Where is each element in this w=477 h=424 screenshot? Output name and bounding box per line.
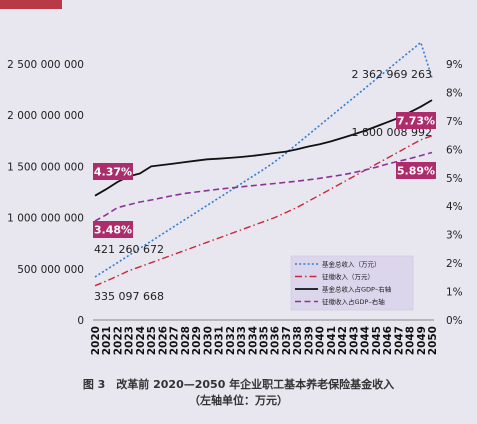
- x-tick-label: 2049: [416, 326, 428, 355]
- x-tick-label: 2028: [180, 326, 192, 355]
- x-tick-label: 2046: [382, 326, 394, 355]
- right-tick-label: 3%: [446, 230, 463, 242]
- total-start-label: 421 260 672: [94, 243, 164, 256]
- x-tick-label: 2048: [405, 326, 417, 355]
- left-tick-label: 2 000 000 000: [7, 110, 84, 122]
- x-tick-label: 2044: [360, 326, 372, 355]
- x-tick-label: 2041: [326, 326, 338, 355]
- gdp-contrib-end-box-text: 5.89%: [397, 165, 435, 178]
- annotation-layer: 421 260 672 335 097 668 2 362 969 263 1 800…: [93, 68, 436, 303]
- gdp-contrib-start-box: [93, 221, 133, 238]
- x-tick-label: 2043: [348, 326, 360, 355]
- gdp-contrib-start-box-text: 3.48%: [94, 224, 132, 237]
- x-tick-label: 2036: [270, 326, 282, 355]
- x-tick-label: 2037: [281, 326, 293, 355]
- caption-line-1: 图 3 改革前 2020—2050 年企业职工基本养老保险基金收入: [82, 378, 395, 391]
- legend-label-3: 基金总收入占GDP–右轴: [322, 285, 392, 294]
- series-line-4: [94, 151, 433, 222]
- x-tick-label: 2024: [135, 326, 147, 355]
- x-tick-label: 2029: [191, 326, 203, 355]
- x-tick-label: 2030: [202, 326, 214, 355]
- gdp-contrib-end-box: [396, 162, 436, 179]
- x-tick-label: 2045: [371, 326, 383, 355]
- gdp-total-end-box-text: 7.73%: [397, 115, 435, 128]
- x-tick-label: 2040: [315, 326, 327, 355]
- x-tick-label: 2034: [247, 326, 259, 355]
- legend-box: [290, 255, 414, 311]
- figure-caption: 图 3 改革前 2020—2050 年企业职工基本养老保险基金收入 （左轴单位：…: [0, 377, 477, 409]
- x-tick-label: 2032: [225, 326, 237, 355]
- x-axis: 2020 2021 2022 2023 2024 2025 2026 2027 2028 2029…: [90, 319, 439, 355]
- contrib-start-label: 335 097 668: [94, 290, 164, 303]
- left-axis: 0 500 000 000 1 000 000 000 1 500 000 000 2 …: [7, 59, 84, 327]
- right-axis: 0% 1% 2% 3% 4% 5% 6% 7% 8% 9%: [446, 59, 463, 327]
- x-tick-label: 2031: [214, 326, 226, 355]
- caption-line-2: （左轴单位：万元）: [189, 394, 288, 407]
- right-tick-label: 9%: [446, 59, 463, 71]
- x-tick-label: 2020: [90, 326, 102, 355]
- contrib-end-label: 1 800 008 992: [352, 126, 432, 139]
- gdp-total-start-box-text: 4.37%: [94, 166, 132, 179]
- x-tick-label: 2025: [146, 326, 158, 355]
- total-end-label: 2 362 969 263: [352, 68, 432, 81]
- legend-label-4: 征缴收入占GDP–右轴: [322, 297, 385, 306]
- x-tick-label: 2021: [101, 326, 113, 355]
- x-tick-label: 2022: [112, 326, 124, 355]
- x-tick-label: 2038: [292, 326, 304, 355]
- legend-label-2: 征缴收入（万元）: [322, 272, 374, 281]
- series-line-2: [94, 135, 433, 287]
- x-tick-label: 2050: [427, 326, 439, 355]
- pension-income-chart: 0 500 000 000 1 000 000 000 1 500 000 000 2 …: [7, 41, 463, 355]
- corner-tab: [0, 0, 62, 9]
- x-tick-label: 2023: [124, 326, 136, 355]
- right-tick-label: 6%: [446, 144, 463, 156]
- right-tick-label: 1%: [446, 287, 463, 299]
- x-tick-label: 2026: [157, 326, 169, 355]
- gdp-total-end-box: [396, 112, 436, 129]
- x-tick-label: 2047: [393, 326, 405, 355]
- right-tick-label: 0%: [446, 315, 463, 327]
- left-tick-label: 1 500 000 000: [7, 161, 84, 173]
- series-line-3: [94, 99, 433, 197]
- right-tick-label: 8%: [446, 87, 463, 99]
- right-tick-label: 7%: [446, 116, 463, 128]
- left-tick-label: 1 000 000 000: [7, 213, 84, 225]
- left-tick-label: 500 000 000: [17, 264, 84, 276]
- series-layer: [94, 41, 433, 287]
- right-tick-label: 5%: [446, 173, 463, 185]
- x-tick-label: 2035: [259, 326, 271, 355]
- left-tick-label: 0: [77, 315, 84, 327]
- x-tick-label: 2042: [337, 326, 349, 355]
- right-tick-label: 4%: [446, 201, 463, 213]
- legend-label-1: 基金总收入（万元）: [322, 260, 381, 269]
- left-tick-label: 2 500 000 000: [7, 59, 84, 71]
- right-tick-label: 2%: [446, 258, 463, 270]
- x-tick-label: 2039: [303, 326, 315, 355]
- x-tick-label: 2027: [169, 326, 181, 355]
- x-tick-label: 2033: [236, 326, 248, 355]
- gdp-total-start-box: [93, 163, 133, 180]
